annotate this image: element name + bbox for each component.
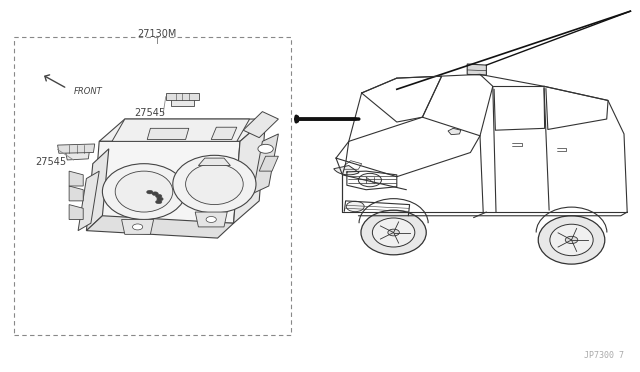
Circle shape: [258, 144, 273, 153]
Circle shape: [565, 236, 578, 244]
Polygon shape: [448, 128, 461, 135]
Polygon shape: [166, 93, 199, 100]
Ellipse shape: [361, 210, 426, 255]
Polygon shape: [78, 171, 99, 231]
Circle shape: [346, 201, 364, 212]
Ellipse shape: [186, 164, 243, 205]
Ellipse shape: [102, 164, 186, 219]
Circle shape: [388, 229, 399, 236]
Polygon shape: [86, 216, 234, 238]
Ellipse shape: [538, 216, 605, 264]
Text: 27130M: 27130M: [137, 29, 177, 39]
Circle shape: [147, 190, 153, 194]
Polygon shape: [253, 134, 278, 193]
Ellipse shape: [550, 224, 593, 256]
Polygon shape: [211, 127, 237, 140]
Circle shape: [206, 217, 216, 222]
Polygon shape: [467, 64, 486, 75]
Bar: [14, 37, 291, 335]
Text: 27545: 27545: [35, 157, 67, 167]
Ellipse shape: [115, 171, 173, 212]
Text: FRONT: FRONT: [74, 87, 102, 96]
Polygon shape: [69, 186, 83, 201]
Circle shape: [156, 200, 162, 204]
Text: 27545: 27545: [134, 109, 166, 118]
Wedge shape: [334, 166, 359, 175]
Polygon shape: [259, 156, 278, 171]
Polygon shape: [65, 150, 90, 160]
Polygon shape: [112, 119, 250, 141]
Polygon shape: [234, 119, 266, 223]
Polygon shape: [58, 144, 95, 153]
Ellipse shape: [372, 218, 415, 247]
Polygon shape: [99, 119, 266, 141]
Polygon shape: [86, 149, 109, 231]
Circle shape: [156, 194, 162, 198]
Ellipse shape: [173, 155, 256, 213]
Circle shape: [157, 197, 163, 201]
Polygon shape: [93, 141, 240, 223]
Polygon shape: [243, 112, 278, 138]
Polygon shape: [147, 128, 189, 140]
Polygon shape: [69, 205, 83, 219]
Text: JP7300 7: JP7300 7: [584, 351, 624, 360]
Polygon shape: [69, 171, 83, 186]
Polygon shape: [198, 158, 230, 166]
Circle shape: [132, 224, 143, 230]
Polygon shape: [122, 219, 154, 234]
Polygon shape: [171, 97, 194, 106]
Polygon shape: [195, 212, 227, 227]
Circle shape: [152, 192, 158, 196]
Circle shape: [358, 173, 381, 187]
